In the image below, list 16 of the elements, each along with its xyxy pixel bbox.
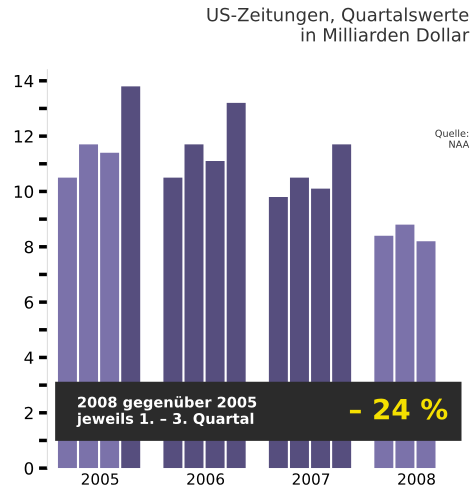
- chart-title: US-Zeitungen, Quartalswerte in Milliarden Dollar: [207, 7, 470, 42]
- y-tick-label: 8: [24, 240, 34, 254]
- y-tick-label: 0: [24, 462, 34, 475]
- y-tick-label: 12: [14, 130, 33, 142]
- y-tick-label: 10: [14, 185, 34, 198]
- annotation: 2008 gegenüber 2005 jeweils 1. – 3. Quartal: [76, 396, 256, 427]
- y-tick-label: 14: [14, 74, 34, 88]
- x-tick-label: 2005: [82, 473, 118, 485]
- y-tick-label: 2: [24, 406, 33, 420]
- annotation: – 24 %: [350, 398, 448, 420]
- y-tick-label: 6: [24, 296, 34, 309]
- x-tick-label: 2007: [292, 473, 330, 485]
- x-tick-label: 2008: [398, 473, 435, 485]
- y-tick-label: 4: [24, 352, 34, 364]
- x-tick-label: 2006: [187, 473, 224, 485]
- annotation: Quelle: NAA: [435, 129, 470, 148]
